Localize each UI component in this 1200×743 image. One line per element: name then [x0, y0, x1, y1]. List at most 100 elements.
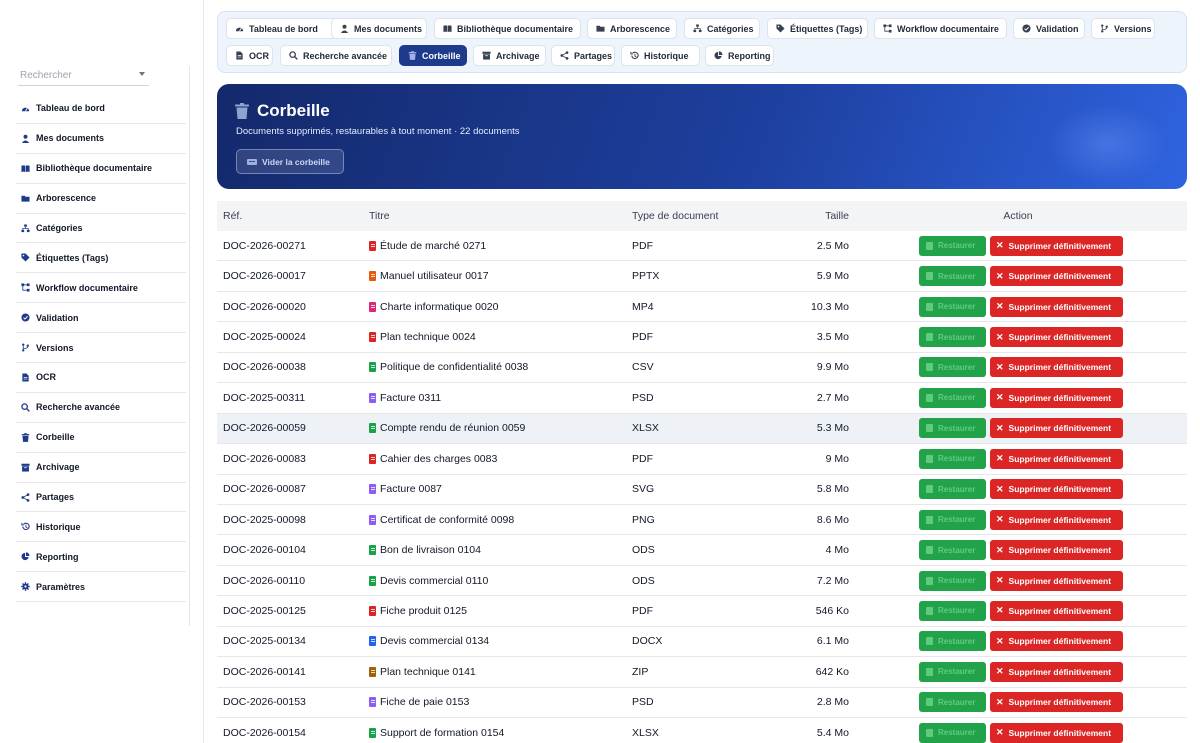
- delete-permanently-button[interactable]: ✕ Supprimer définitivement: [990, 722, 1123, 743]
- tab-11[interactable]: Corbeille: [399, 45, 467, 66]
- sidebar-item-5[interactable]: Étiquettes (Tags): [16, 243, 186, 274]
- sidebar-item-11[interactable]: Corbeille: [16, 423, 186, 453]
- restore-button[interactable]: Restaurer: [919, 692, 986, 713]
- close-icon: ✕: [996, 453, 1004, 464]
- restore-button[interactable]: Restaurer: [919, 387, 986, 408]
- delete-label: Supprimer définitivement: [1008, 301, 1112, 312]
- restore-icon: [926, 272, 933, 281]
- tab-6[interactable]: Workflow documentaire: [874, 18, 1007, 39]
- restore-button[interactable]: Restaurer: [919, 570, 986, 591]
- archive-icon: [482, 51, 491, 60]
- tab-14[interactable]: Historique: [621, 45, 700, 66]
- tab-2[interactable]: Bibliothèque documentaire: [434, 18, 581, 39]
- delete-label: Supprimer définitivement: [1008, 453, 1112, 464]
- tab-1[interactable]: Mes documents: [331, 18, 427, 39]
- restore-button[interactable]: Restaurer: [919, 296, 986, 317]
- sidebar-item-2[interactable]: Bibliothèque documentaire: [16, 154, 186, 184]
- restore-label: Restaurer: [938, 697, 976, 707]
- restore-label: Restaurer: [938, 271, 976, 281]
- restore-button[interactable]: Restaurer: [919, 479, 986, 500]
- delete-permanently-button[interactable]: ✕ Supprimer définitivement: [990, 296, 1123, 317]
- tab-0[interactable]: Tableau de bord: [226, 18, 339, 39]
- delete-permanently-button[interactable]: ✕ Supprimer définitivement: [990, 540, 1123, 561]
- sidebar-item-12[interactable]: Archivage: [16, 453, 186, 483]
- sidebar-item-7[interactable]: Validation: [16, 303, 186, 334]
- sidebar-item-9[interactable]: OCR: [16, 363, 186, 393]
- tab-10[interactable]: Recherche avancée: [280, 45, 392, 66]
- restore-button[interactable]: Restaurer: [919, 509, 986, 530]
- tab-9[interactable]: OCR: [226, 45, 273, 66]
- tab-5[interactable]: Étiquettes (Tags): [767, 18, 868, 39]
- sidebar-item-label: Versions: [36, 342, 74, 353]
- cell-type: PDF: [632, 331, 653, 344]
- cell-title-text: Certificat de conformité 0098: [380, 513, 515, 526]
- cell-actions: Restaurer ✕ Supprimer définitivement: [849, 296, 1187, 317]
- header-size: Taille: [825, 210, 849, 222]
- tab-15[interactable]: Reporting: [705, 45, 774, 66]
- delete-permanently-button[interactable]: ✕ Supprimer définitivement: [990, 327, 1123, 348]
- sidebar-item-16[interactable]: Paramètres: [16, 572, 186, 603]
- sidebar-item-3[interactable]: Arborescence: [16, 184, 186, 214]
- delete-permanently-button[interactable]: ✕ Supprimer définitivement: [990, 509, 1123, 530]
- tab-13[interactable]: Partages: [551, 45, 615, 66]
- table-row: DOC-2026-00087 Facture 0087 SVG 5.8 Mo Resta…: [217, 475, 1187, 505]
- search-icon: [289, 51, 298, 60]
- restore-button[interactable]: Restaurer: [919, 631, 986, 652]
- sidebar-item-15[interactable]: Reporting: [16, 542, 186, 573]
- restore-button[interactable]: Restaurer: [919, 540, 986, 561]
- restore-button[interactable]: Restaurer: [919, 266, 986, 287]
- restore-button[interactable]: Restaurer: [919, 357, 986, 378]
- delete-permanently-button[interactable]: ✕ Supprimer définitivement: [990, 661, 1123, 682]
- delete-permanently-button[interactable]: ✕ Supprimer définitivement: [990, 600, 1123, 621]
- delete-permanently-button[interactable]: ✕ Supprimer définitivement: [990, 448, 1123, 469]
- restore-button[interactable]: Restaurer: [919, 418, 986, 439]
- sidebar-item-0[interactable]: Tableau de bord: [16, 94, 186, 124]
- delete-permanently-button[interactable]: ✕ Supprimer définitivement: [990, 266, 1123, 287]
- delete-permanently-button[interactable]: ✕ Supprimer définitivement: [990, 418, 1123, 439]
- tab-4[interactable]: Catégories: [684, 18, 760, 39]
- delete-permanently-button[interactable]: ✕ Supprimer définitivement: [990, 387, 1123, 408]
- tab-3[interactable]: Arborescence: [587, 18, 677, 39]
- restore-icon: [926, 363, 933, 372]
- restore-button[interactable]: Restaurer: [919, 327, 986, 348]
- sidebar-item-8[interactable]: Versions: [16, 333, 186, 364]
- empty-trash-button[interactable]: Vider la corbeille: [236, 149, 344, 174]
- restore-label: Restaurer: [938, 545, 976, 555]
- tab-label: Étiquettes (Tags): [790, 23, 863, 34]
- cell-actions: Restaurer ✕ Supprimer définitivement: [849, 387, 1187, 408]
- sidebar-item-14[interactable]: Historique: [16, 512, 186, 543]
- tab-label: Reporting: [728, 50, 771, 61]
- restore-button[interactable]: Restaurer: [919, 722, 986, 743]
- file-type-icon: [369, 605, 376, 616]
- restore-button[interactable]: Restaurer: [919, 600, 986, 621]
- delete-permanently-button[interactable]: ✕ Supprimer définitivement: [990, 357, 1123, 378]
- file-type-icon: [369, 392, 376, 403]
- delete-permanently-button[interactable]: ✕ Supprimer définitivement: [990, 631, 1123, 652]
- tab-7[interactable]: Validation: [1013, 18, 1085, 39]
- sidebar-item-label: Bibliothèque documentaire: [36, 163, 153, 174]
- sidebar-item-13[interactable]: Partages: [16, 483, 186, 513]
- delete-permanently-button[interactable]: ✕ Supprimer définitivement: [990, 570, 1123, 591]
- tab-12[interactable]: Archivage: [473, 45, 546, 66]
- cell-actions: Restaurer ✕ Supprimer définitivement: [849, 631, 1187, 652]
- branch-icon: [1100, 24, 1109, 33]
- sidebar-item-label: OCR: [36, 372, 56, 383]
- restore-button[interactable]: Restaurer: [919, 448, 986, 469]
- tab-label: Corbeille: [422, 50, 461, 61]
- restore-button[interactable]: Restaurer: [919, 661, 986, 682]
- tab-8[interactable]: Versions: [1091, 18, 1155, 39]
- delete-permanently-button[interactable]: ✕ Supprimer définitivement: [990, 479, 1123, 500]
- sidebar-search-placeholder: Rechercher: [20, 70, 72, 81]
- sidebar-item-1[interactable]: Mes documents: [16, 124, 186, 154]
- delete-permanently-button[interactable]: ✕ Supprimer définitivement: [990, 692, 1123, 713]
- restore-button[interactable]: Restaurer: [919, 235, 986, 256]
- sidebar-item-10[interactable]: Recherche avancée: [16, 393, 186, 423]
- sidebar-search-select[interactable]: Rechercher: [18, 66, 149, 86]
- delete-permanently-button[interactable]: ✕ Supprimer définitivement: [990, 235, 1123, 256]
- restore-label: Restaurer: [938, 515, 976, 525]
- sidebar-item-4[interactable]: Catégories: [16, 214, 186, 244]
- sidebar-item-6[interactable]: Workflow documentaire: [16, 273, 186, 304]
- pie-chart-icon: [20, 552, 30, 562]
- sidebar-nav: Tableau de bord Mes documents Bibliothèque…: [16, 94, 186, 603]
- table-row: DOC-2025-00134 Devis commercial 0134 DOCX 6…: [217, 627, 1187, 658]
